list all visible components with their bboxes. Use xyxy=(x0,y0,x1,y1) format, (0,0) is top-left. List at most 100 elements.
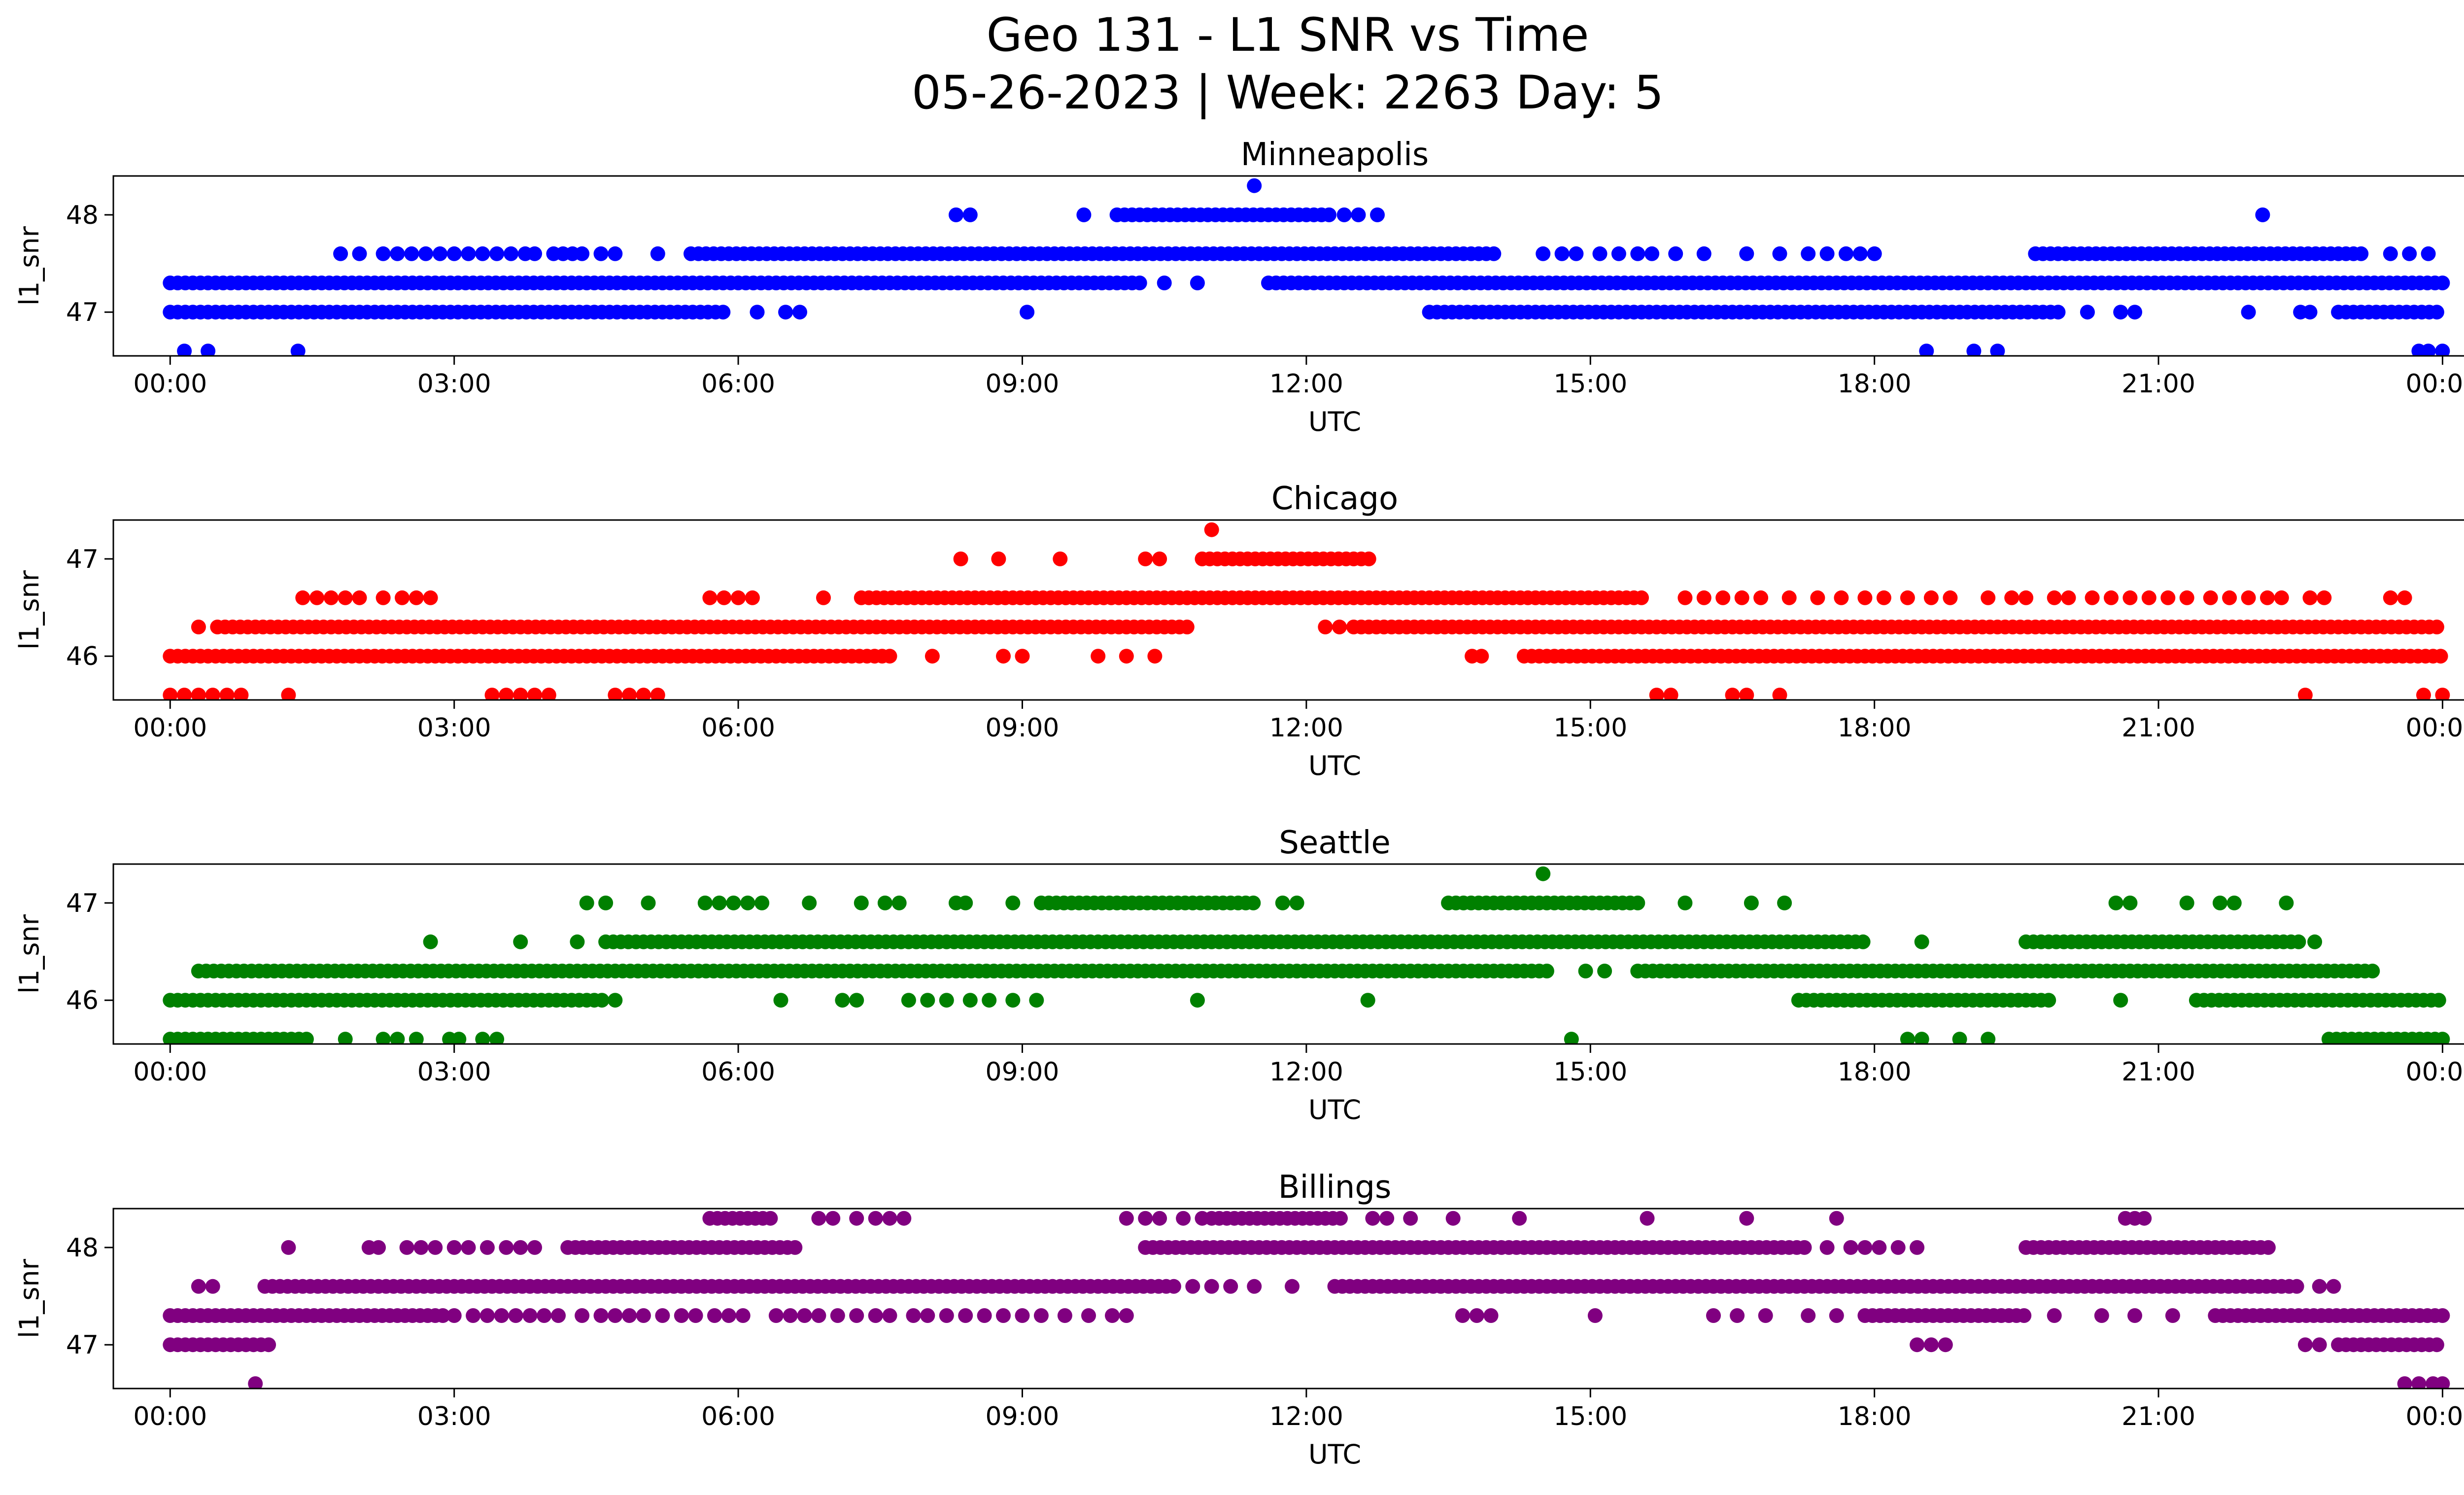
x-tick-label: 12:00 xyxy=(1269,1057,1343,1087)
data-point xyxy=(475,1032,490,1044)
data-point xyxy=(868,1211,883,1226)
data-point xyxy=(461,1240,476,1255)
data-point xyxy=(399,1240,414,1255)
data-point xyxy=(191,688,206,700)
data-point xyxy=(1867,246,1882,261)
data-point xyxy=(721,1308,736,1323)
data-point xyxy=(513,688,528,700)
data-point xyxy=(650,688,665,700)
data-point xyxy=(1322,207,1336,222)
data-point xyxy=(2260,1240,2276,1255)
data-point xyxy=(2429,305,2444,320)
data-point xyxy=(1474,649,1489,664)
data-point xyxy=(882,1211,897,1226)
data-point xyxy=(2297,688,2313,700)
data-point xyxy=(1819,246,1835,261)
x-tick-label: 09:00 xyxy=(986,713,1060,743)
data-point xyxy=(1176,1211,1191,1226)
data-point xyxy=(428,1240,443,1255)
data-point xyxy=(475,246,490,261)
x-tick-label: 18:00 xyxy=(1838,1402,1912,1431)
data-point xyxy=(2421,246,2436,261)
data-point xyxy=(1981,590,1996,605)
data-point xyxy=(1333,1211,1348,1226)
data-point xyxy=(423,934,438,949)
data-point xyxy=(1839,246,1853,261)
figure-title-line1: Geo 131 - L1 SNR vs Time xyxy=(987,8,1589,62)
data-point xyxy=(2122,590,2138,605)
data-point xyxy=(1483,1308,1499,1323)
data-point xyxy=(1890,1240,1906,1255)
data-point xyxy=(702,590,718,605)
data-point xyxy=(2019,590,2034,605)
data-point xyxy=(234,688,249,700)
data-point xyxy=(1332,620,1347,634)
data-point xyxy=(1810,590,1825,605)
data-point xyxy=(1029,993,1044,1008)
data-point xyxy=(608,688,623,700)
x-tick-label: 21:00 xyxy=(2122,369,2195,399)
data-point xyxy=(1801,1308,1816,1323)
x-tick-label: 15:00 xyxy=(1553,713,1627,743)
data-point xyxy=(825,1211,841,1226)
data-point xyxy=(1351,207,1366,222)
data-point xyxy=(1914,934,1929,949)
data-point xyxy=(1966,344,1982,356)
data-point xyxy=(435,1308,450,1323)
data-point xyxy=(2433,649,2448,664)
data-point xyxy=(636,688,651,700)
data-point xyxy=(2104,590,2119,605)
data-point xyxy=(2047,590,2062,605)
data-point xyxy=(1919,344,1934,356)
data-point xyxy=(811,1308,826,1323)
data-point xyxy=(1923,1337,1939,1353)
data-point xyxy=(541,688,556,700)
data-point xyxy=(2141,590,2156,605)
data-point xyxy=(191,1279,206,1294)
data-point xyxy=(1758,1308,1773,1323)
data-point xyxy=(849,1211,864,1226)
data-point xyxy=(371,1240,386,1255)
data-point xyxy=(499,688,514,700)
data-point xyxy=(513,1240,528,1255)
data-point xyxy=(551,1308,566,1323)
data-point xyxy=(2365,964,2380,978)
data-point xyxy=(191,620,206,634)
data-point xyxy=(977,1308,992,1323)
data-point xyxy=(712,895,727,910)
data-point xyxy=(1801,246,1816,261)
data-point xyxy=(2222,590,2237,605)
data-point xyxy=(2302,590,2318,605)
data-point xyxy=(1091,649,1106,664)
data-point xyxy=(745,590,760,605)
data-point xyxy=(1247,1279,1262,1294)
data-point xyxy=(1190,993,1205,1008)
data-point xyxy=(882,1308,897,1323)
data-point xyxy=(962,993,978,1008)
data-point xyxy=(1289,895,1304,910)
data-point xyxy=(636,1308,651,1323)
data-point xyxy=(1152,551,1167,566)
data-point xyxy=(1185,1279,1200,1294)
data-point xyxy=(1455,1308,1470,1323)
data-point xyxy=(2326,1279,2341,1294)
data-point xyxy=(1247,178,1262,193)
data-point xyxy=(2160,590,2176,605)
x-tick-label: 18:00 xyxy=(1838,369,1912,399)
subplot-seattle: Seattle 00:00 03:00 06:00 09:00 12:00 15:00 18:… xyxy=(14,825,2464,1125)
data-point xyxy=(1285,1279,1300,1294)
data-point xyxy=(1696,590,1711,605)
data-point xyxy=(527,688,542,700)
data-point xyxy=(1923,590,1939,605)
data-point xyxy=(1512,1211,1527,1226)
data-point xyxy=(522,1308,538,1323)
subplot-title: Seattle xyxy=(1279,825,1391,861)
data-point xyxy=(2435,1308,2450,1323)
x-tick-label: 21:00 xyxy=(2122,1057,2195,1087)
data-point xyxy=(461,246,476,261)
data-point xyxy=(423,590,438,605)
data-point xyxy=(413,1240,429,1255)
data-point xyxy=(1843,1240,1858,1255)
data-point xyxy=(1876,590,1891,605)
